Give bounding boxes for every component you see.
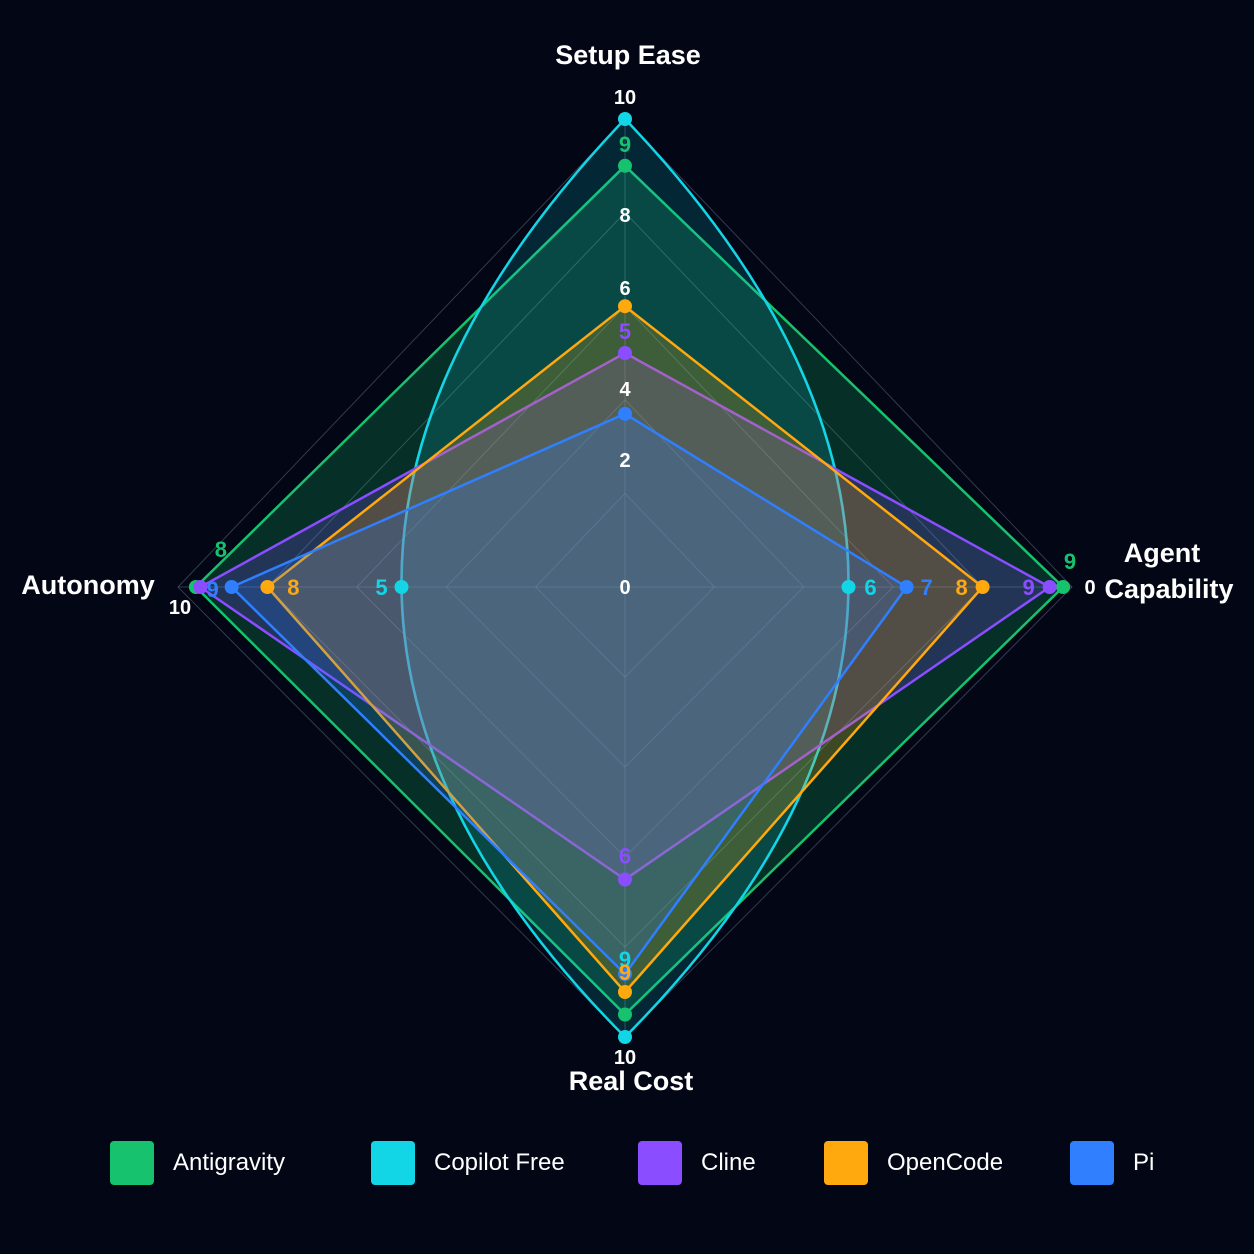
data-point-cline bbox=[193, 580, 208, 594]
data-label-opencode: 8 bbox=[955, 575, 967, 600]
legend-label: Antigravity bbox=[173, 1149, 286, 1176]
tick-label: 4 bbox=[619, 379, 631, 401]
axis-title-setup-ease: Setup Ease bbox=[555, 40, 701, 70]
legend-swatch bbox=[638, 1141, 682, 1185]
data-point-opencode bbox=[618, 299, 632, 314]
data-label-cline: 6 bbox=[619, 844, 631, 869]
legend-swatch bbox=[110, 1141, 154, 1185]
data-point-copilot-free bbox=[841, 580, 856, 594]
data-point-pi bbox=[224, 580, 239, 594]
axis-title-autonomy: Autonomy bbox=[21, 570, 154, 600]
radar-series bbox=[194, 117, 1065, 1039]
data-point-antigravity bbox=[1056, 580, 1071, 594]
data-label-antigravity: 9 bbox=[1064, 549, 1076, 574]
legend-swatch bbox=[371, 1141, 415, 1185]
data-label-copilot-free: 9 bbox=[619, 947, 631, 972]
data-point-pi bbox=[899, 580, 914, 594]
data-point-antigravity bbox=[618, 158, 632, 173]
data-point-antigravity bbox=[618, 1007, 632, 1022]
tick-label: 6 bbox=[619, 278, 630, 300]
data-point-pi bbox=[618, 406, 632, 421]
data-point-pi bbox=[618, 967, 632, 981]
data-point-cline bbox=[1042, 580, 1057, 594]
legend-label: OpenCode bbox=[887, 1149, 1004, 1176]
axis-title-real-cost: Real Cost bbox=[569, 1066, 694, 1096]
data-label-pi: 7 bbox=[920, 575, 932, 600]
tick-label: 10 bbox=[614, 87, 636, 109]
radar-points bbox=[188, 112, 1071, 1044]
legend: Antigravity Copilot Free Cline OpenCode … bbox=[0, 1140, 1254, 1188]
legend-swatch bbox=[824, 1141, 868, 1185]
legend-item-opencode[interactable]: OpenCode bbox=[824, 1140, 1003, 1186]
data-label-copilot-free: 5 bbox=[375, 575, 387, 600]
tick-label: 0 bbox=[619, 577, 630, 599]
legend-item-antigravity[interactable]: Antigravity bbox=[110, 1140, 285, 1186]
data-label-cline: 5 bbox=[619, 319, 631, 344]
data-point-copilot-free bbox=[394, 580, 409, 594]
tick-label: 8 bbox=[619, 205, 630, 227]
edge-tick-left: 10 bbox=[169, 597, 191, 619]
data-label-antigravity: 9 bbox=[619, 132, 631, 157]
data-label-cline: 9 bbox=[1023, 575, 1035, 600]
axis-title-agent: Agent bbox=[1124, 538, 1201, 568]
data-label-antigravity: 8 bbox=[215, 537, 227, 562]
edge-tick-right: 0 bbox=[1084, 577, 1095, 599]
data-point-opencode bbox=[618, 985, 632, 999]
axis-title-capability: Capability bbox=[1104, 574, 1233, 604]
edge-tick-bottom: 10 bbox=[614, 1047, 636, 1069]
radar-ticks: 0 2 4 6 8 10 bbox=[614, 87, 636, 599]
data-point-copilot-free bbox=[618, 1030, 632, 1044]
data-label-copilot-free: 6 bbox=[864, 575, 876, 600]
data-point-copilot-free bbox=[618, 112, 632, 126]
data-label-opencode: 8 bbox=[287, 575, 299, 600]
data-point-opencode bbox=[260, 580, 275, 594]
data-point-opencode bbox=[975, 580, 990, 594]
tick-label: 2 bbox=[619, 450, 630, 472]
legend-swatch bbox=[1070, 1141, 1114, 1185]
legend-item-copilot-free[interactable]: Copilot Free bbox=[371, 1140, 565, 1186]
data-label-opencode: 9 bbox=[619, 960, 631, 985]
legend-item-pi[interactable]: Pi bbox=[1070, 1140, 1154, 1186]
legend-label: Pi bbox=[1133, 1149, 1155, 1176]
data-label-pi: 9 bbox=[207, 577, 219, 602]
legend-item-cline[interactable]: Cline bbox=[638, 1140, 756, 1186]
data-point-cline bbox=[618, 872, 632, 887]
data-point-cline bbox=[618, 346, 632, 360]
legend-label: Copilot Free bbox=[434, 1149, 565, 1176]
legend-label: Cline bbox=[701, 1149, 756, 1176]
